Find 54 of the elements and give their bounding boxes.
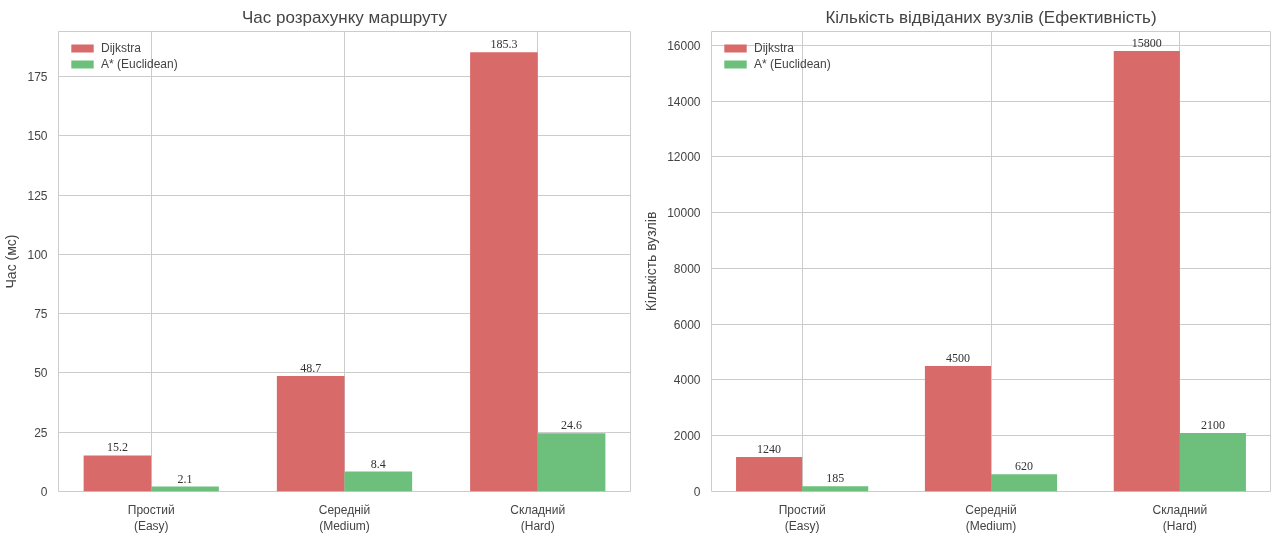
bar — [802, 486, 869, 492]
data-label: 620 — [1015, 459, 1034, 474]
y-tick-label: 10000 — [667, 206, 701, 221]
data-label: 15.2 — [106, 440, 128, 455]
bar — [470, 52, 538, 492]
y-tick-label: 8000 — [673, 261, 701, 276]
legend-label: Dijkstra — [754, 41, 795, 55]
data-label: 48.7 — [300, 361, 322, 376]
legend-label: A* (Euclidean) — [754, 57, 831, 71]
y-tick-label: 12000 — [667, 150, 701, 165]
bar — [276, 376, 345, 492]
bar — [924, 366, 991, 492]
y-tick-label: 14000 — [667, 94, 701, 109]
y-tick-label: 16000 — [667, 38, 701, 53]
chart-title: Кількість відвіданих вузлів (Ефективність) — [825, 7, 1157, 27]
data-label: 185.3 — [490, 37, 518, 52]
y-tick-label: 100 — [27, 247, 48, 262]
y-tick-label: 0 — [40, 485, 48, 499]
y-tick-label: 75 — [34, 307, 48, 322]
y-tick-label: 0 — [693, 485, 701, 499]
bar — [1113, 51, 1180, 492]
y-tick-label: 150 — [27, 129, 48, 144]
data-label: 4500 — [945, 351, 970, 366]
data-label: 1240 — [757, 441, 782, 456]
x-tick-label: Середній (Medium) — [318, 502, 371, 534]
data-label: 15800 — [1131, 36, 1162, 51]
x-tick-label: Простий (Easy) — [778, 502, 826, 534]
data-label: 24.6 — [561, 418, 583, 433]
x-tick-label: Середній (Medium) — [965, 502, 1017, 534]
y-axis-title: Кількість вузлів — [643, 211, 660, 312]
y-tick-label: 2000 — [673, 429, 701, 444]
y-tick-label: 4000 — [673, 373, 701, 388]
bar — [344, 471, 413, 492]
x-tick-label: Складний (Hard) — [510, 502, 566, 534]
bar — [537, 433, 606, 492]
data-label: 2.1 — [177, 471, 193, 486]
data-label: 2100 — [1200, 417, 1225, 432]
bar — [736, 456, 803, 492]
y-tick-label: 125 — [27, 188, 48, 203]
legend-label: A* (Euclidean) — [101, 57, 178, 71]
chart-title: Час розрахунку маршруту — [241, 7, 448, 27]
bar — [83, 455, 152, 492]
y-axis-title: Час (мс) — [3, 234, 20, 289]
y-tick-label: 50 — [34, 366, 48, 381]
x-tick-label: Складний (Hard) — [1152, 502, 1208, 534]
bar — [1179, 432, 1246, 492]
y-tick-label: 175 — [27, 70, 48, 85]
y-tick-label: 6000 — [673, 317, 701, 332]
data-label: 8.4 — [370, 456, 386, 471]
y-tick-label: 25 — [34, 425, 48, 440]
legend-label: Dijkstra — [101, 41, 142, 55]
x-tick-label: Простий (Easy) — [127, 502, 175, 534]
bar — [991, 474, 1058, 492]
data-label: 185 — [826, 471, 845, 486]
